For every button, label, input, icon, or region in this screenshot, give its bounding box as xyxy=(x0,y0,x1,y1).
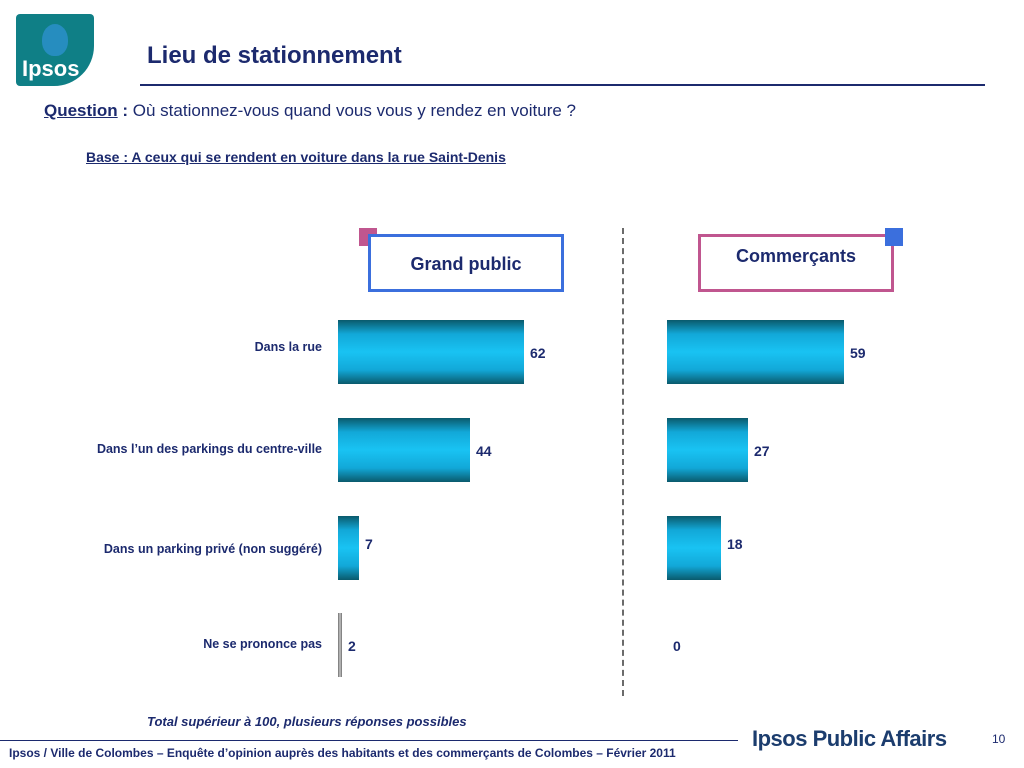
category-label: Dans un parking privé (non suggéré) xyxy=(103,542,322,556)
question-line: Question : Où stationnez-vous quand vous… xyxy=(44,101,576,121)
data-label: 27 xyxy=(754,443,770,459)
grand-public-header: Grand public xyxy=(368,234,564,292)
footer-divider xyxy=(0,740,738,741)
commercants-header-label: Commerçants xyxy=(735,246,857,266)
data-label: 2 xyxy=(348,638,356,654)
data-label: 7 xyxy=(365,536,373,552)
page-number: 10 xyxy=(992,732,1006,746)
base-note: Base : A ceux qui se rendent en voiture … xyxy=(86,149,506,165)
brand-wordmark: Ipsos Public Affairs xyxy=(752,726,947,751)
commercants-header: Commerçants xyxy=(698,234,894,292)
question-colon: : xyxy=(117,101,129,120)
bar xyxy=(667,418,748,482)
page-title: Lieu de stationnement xyxy=(147,42,402,69)
footer-text: Ipsos / Ville de Colombes – Enquête d’op… xyxy=(9,746,676,760)
ipsos-logo: Ipsos xyxy=(16,14,94,86)
bar xyxy=(667,516,721,580)
bar xyxy=(667,320,844,384)
question-label: Question xyxy=(44,101,118,120)
data-label: 0 xyxy=(673,638,681,654)
category-label: Ne se prononce pas xyxy=(203,637,322,651)
logo-text: Ipsos xyxy=(22,56,80,81)
panel-divider xyxy=(622,228,624,696)
commercants-marker-icon xyxy=(885,228,903,246)
data-label: 18 xyxy=(727,536,743,552)
category-label: Dans l’un des parkings du centre-ville xyxy=(96,442,322,456)
bar xyxy=(338,320,524,384)
category-label: Dans la rue xyxy=(254,340,322,354)
footnote: Total supérieur à 100, plusieurs réponse… xyxy=(147,714,467,729)
data-label: 44 xyxy=(476,443,492,459)
data-label: 59 xyxy=(850,345,866,361)
data-label: 62 xyxy=(530,345,546,361)
bar xyxy=(338,516,359,580)
question-text: Où stationnez-vous quand vous vous y ren… xyxy=(128,101,576,120)
logo-head-icon xyxy=(42,24,68,56)
title-divider xyxy=(140,84,985,86)
bar xyxy=(338,613,342,677)
bar xyxy=(338,418,470,482)
